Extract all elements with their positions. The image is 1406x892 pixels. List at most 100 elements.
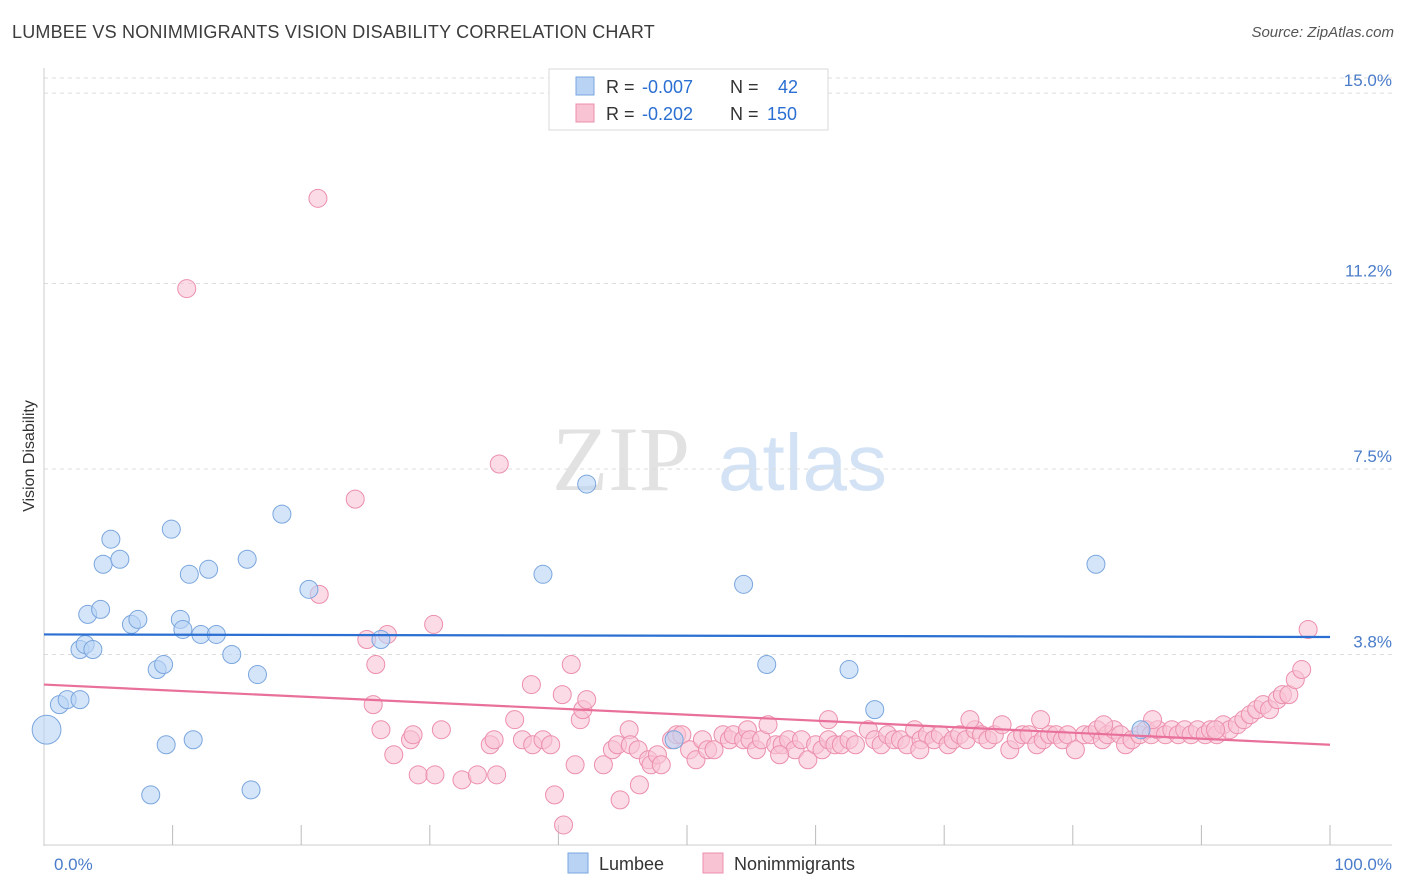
lumbee-point [141, 785, 161, 805]
lumbee-point [31, 714, 62, 745]
lumbee-point [247, 665, 267, 685]
nonimmigrants-point [960, 710, 980, 730]
nonimmigrants-point [484, 730, 504, 750]
legend-lumbee-label: Lumbee [599, 854, 664, 874]
stats-lumbee-r-value: -0.007 [642, 77, 693, 97]
stats-non-r-label: R = [606, 104, 635, 124]
stats-lumbee-n-value: 42 [778, 77, 798, 97]
nonimmigrants-points [177, 188, 1318, 835]
nonimmigrants-point [577, 690, 597, 710]
lumbee-trendline [43, 633, 1331, 639]
legend-nonimmigrants-swatch [702, 852, 724, 874]
y-tick-label: 7.5% [1353, 447, 1392, 466]
lumbee-point [179, 564, 199, 584]
lumbee-points [31, 474, 1151, 805]
stats-lumbee-n-label: N = [730, 77, 759, 97]
nonimmigrants-point [1298, 619, 1318, 639]
nonimmigrants-point [798, 750, 818, 770]
nonimmigrants-point [505, 710, 525, 730]
nonimmigrants-point [541, 735, 561, 755]
lumbee-point [734, 574, 754, 594]
lumbee-point [83, 639, 103, 659]
y-axis-label: Vision Disability [21, 400, 38, 512]
nonimmigrants-point [552, 685, 572, 705]
nonimmigrants-point [467, 765, 487, 785]
nonimmigrants-point [704, 740, 724, 760]
nonimmigrants-point [345, 489, 365, 509]
y-tick-label: 3.8% [1353, 633, 1392, 652]
lumbee-point [577, 474, 597, 494]
lumbee-point [757, 655, 777, 675]
lumbee-point [533, 564, 553, 584]
lumbee-point [110, 549, 130, 569]
lumbee-point [664, 730, 684, 750]
lumbee-point [91, 599, 111, 619]
lumbee-point [199, 559, 219, 579]
lumbee-point [128, 609, 148, 629]
nonimmigrants-point [431, 720, 451, 740]
trendlines [43, 633, 1331, 746]
watermark-zip: ZIP [552, 408, 690, 510]
nonimmigrants-point [554, 815, 574, 835]
nonimmigrants-point [818, 710, 838, 730]
nonimmigrants-point [992, 715, 1012, 735]
lumbee-point [183, 730, 203, 750]
nonimmigrants-point [593, 755, 613, 775]
nonimmigrants-point [629, 775, 649, 795]
y-tick-label: 11.2% [1345, 262, 1392, 281]
lumbee-point [237, 549, 257, 569]
lumbee-point [839, 660, 859, 680]
legend-lumbee-swatch [567, 852, 589, 874]
nonimmigrants-point [758, 715, 778, 735]
nonimmigrants-point [366, 655, 386, 675]
watermark-atlas: atlas [718, 418, 887, 507]
nonimmigrants-point [1031, 710, 1051, 730]
nonimmigrants-point [610, 790, 630, 810]
lumbee-point [70, 690, 90, 710]
nonimmigrants-point [1094, 715, 1114, 735]
stats-non-r-value: -0.202 [642, 104, 693, 124]
nonimmigrants-point [845, 735, 865, 755]
x-tick-label-max: 100.0% [1334, 855, 1392, 874]
nonimmigrants-point [561, 655, 581, 675]
x-tick-label-min: 0.0% [54, 855, 93, 874]
nonimmigrants-point [371, 720, 391, 740]
nonimmigrants-point [308, 188, 328, 208]
lumbee-point [101, 529, 121, 549]
lumbee-point [241, 780, 261, 800]
nonimmigrants-point [384, 745, 404, 765]
nonimmigrants-point [408, 765, 428, 785]
nonimmigrants-point [424, 614, 444, 634]
stats-lumbee-swatch [575, 76, 595, 96]
nonimmigrants-point [770, 745, 790, 765]
legend-nonimmigrants-label: Nonimmigrants [734, 854, 855, 874]
lumbee-point [1086, 554, 1106, 574]
source-note: Source: ZipAtlas.com [1251, 24, 1394, 41]
stats-lumbee-r-label: R = [606, 77, 635, 97]
stats-non-n-value: 150 [767, 104, 797, 124]
chart-title: LUMBEE VS NONIMMIGRANTS VISION DISABILIT… [12, 22, 655, 42]
nonimmigrants-point [651, 755, 671, 775]
nonimmigrants-point [177, 279, 197, 299]
nonimmigrants-point [425, 765, 445, 785]
nonimmigrants-trendline [43, 683, 1331, 746]
nonimmigrants-point [489, 454, 509, 474]
nonimmigrants-point [403, 725, 423, 745]
nonimmigrants-point [910, 740, 930, 760]
nonimmigrants-point [487, 765, 507, 785]
lumbee-point [371, 629, 391, 649]
nonimmigrants-point [1292, 660, 1312, 680]
lumbee-point [161, 519, 181, 539]
nonimmigrants-point [545, 785, 565, 805]
lumbee-point [865, 700, 885, 720]
x-axis-ticks [172, 825, 1331, 845]
lumbee-point [93, 554, 113, 574]
nonimmigrants-point [1065, 740, 1085, 760]
stats-non-swatch [575, 103, 595, 123]
stats-legend: R = -0.007 N = 42 R = -0.202 N = 150 [548, 68, 829, 131]
y-tick-label: 15.0% [1344, 71, 1392, 90]
lumbee-point [299, 579, 319, 599]
stats-non-n-label: N = [730, 104, 759, 124]
nonimmigrants-point [521, 675, 541, 695]
